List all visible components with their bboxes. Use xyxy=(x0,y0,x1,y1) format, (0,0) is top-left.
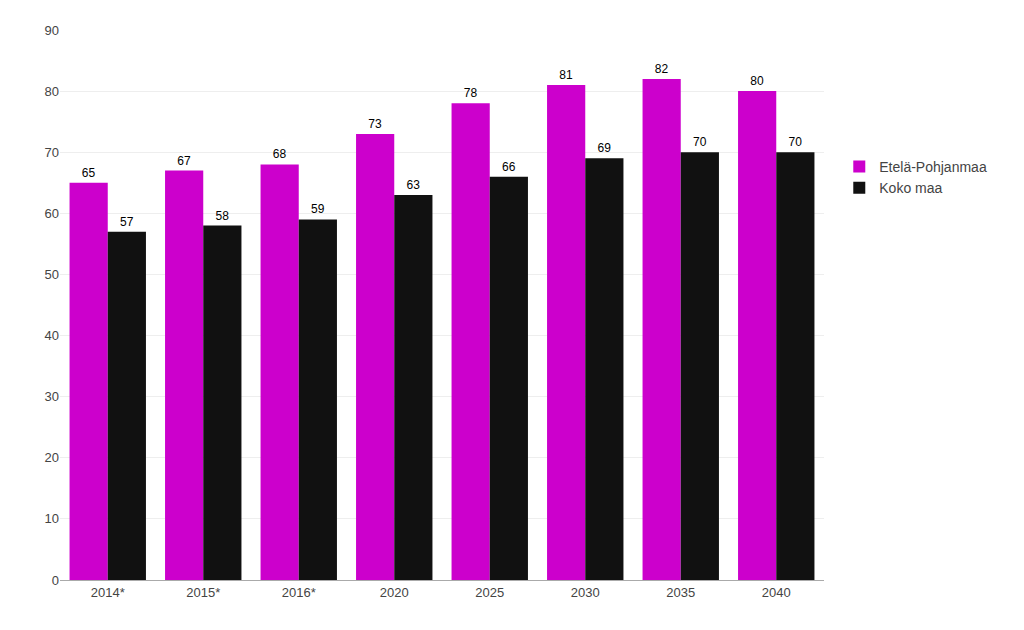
svg-text:78: 78 xyxy=(464,86,478,100)
svg-text:2035: 2035 xyxy=(666,585,695,600)
svg-text:60: 60 xyxy=(45,206,59,221)
svg-text:57: 57 xyxy=(120,215,134,229)
svg-text:20: 20 xyxy=(45,450,59,465)
svg-text:59: 59 xyxy=(311,202,325,216)
svg-text:2020: 2020 xyxy=(380,585,409,600)
svg-text:2016*: 2016* xyxy=(282,585,316,600)
svg-text:80: 80 xyxy=(750,74,764,88)
svg-text:80: 80 xyxy=(45,84,59,99)
svg-text:81: 81 xyxy=(559,68,573,82)
svg-text:2015*: 2015* xyxy=(186,585,220,600)
svg-text:2030: 2030 xyxy=(571,585,600,600)
svg-text:70: 70 xyxy=(789,135,803,149)
svg-text:82: 82 xyxy=(655,62,669,76)
svg-text:63: 63 xyxy=(407,178,421,192)
svg-text:10: 10 xyxy=(45,511,59,526)
svg-text:90: 90 xyxy=(45,23,59,38)
svg-text:30: 30 xyxy=(45,389,59,404)
svg-text:70: 70 xyxy=(45,145,59,160)
svg-text:2040: 2040 xyxy=(762,585,791,600)
svg-text:65: 65 xyxy=(82,166,96,180)
svg-text:66: 66 xyxy=(502,160,516,174)
svg-text:50: 50 xyxy=(45,267,59,282)
svg-text:40: 40 xyxy=(45,328,59,343)
svg-text:2025: 2025 xyxy=(475,585,504,600)
svg-text:67: 67 xyxy=(177,154,191,168)
svg-text:Koko maa: Koko maa xyxy=(879,180,942,196)
svg-text:0: 0 xyxy=(52,573,59,588)
svg-text:Etelä-Pohjanmaa: Etelä-Pohjanmaa xyxy=(879,159,987,175)
svg-text:73: 73 xyxy=(368,117,382,131)
svg-text:68: 68 xyxy=(273,147,287,161)
svg-text:70: 70 xyxy=(693,135,707,149)
svg-text:69: 69 xyxy=(598,141,612,155)
svg-text:58: 58 xyxy=(216,209,230,223)
svg-text:2014*: 2014* xyxy=(91,585,125,600)
